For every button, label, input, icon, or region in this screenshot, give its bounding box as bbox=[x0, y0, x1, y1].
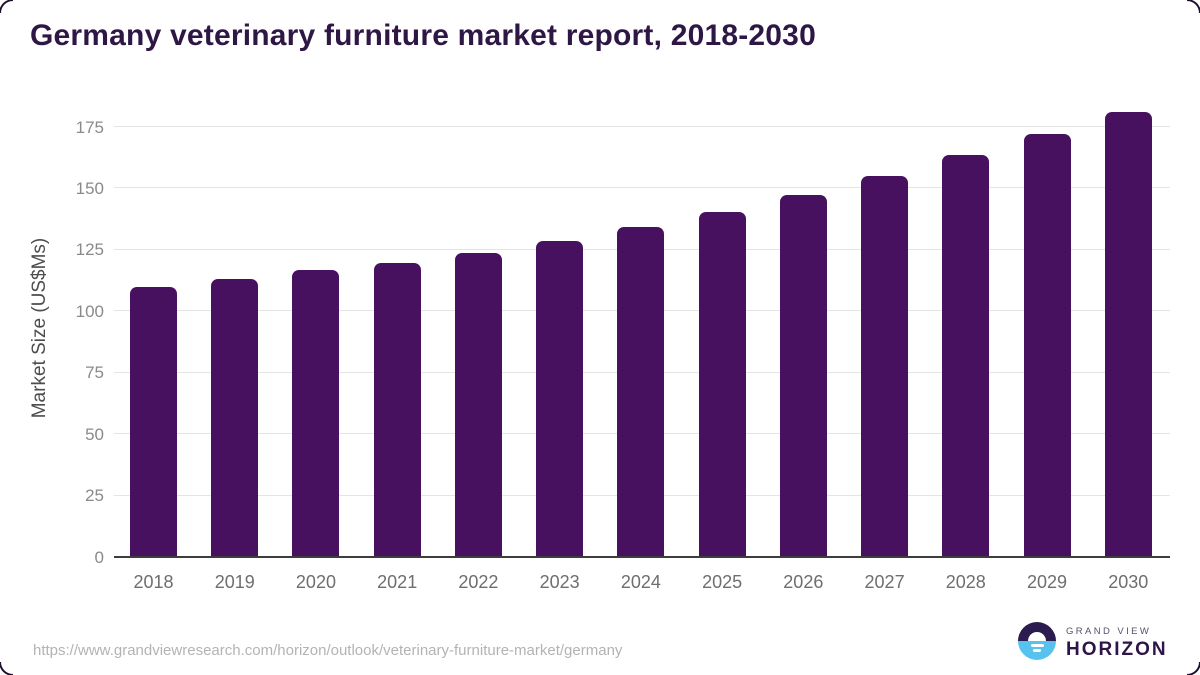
x-tick-label: 2028 bbox=[945, 572, 986, 592]
x-axis-line bbox=[114, 556, 1170, 558]
x-tick-label: 2018 bbox=[133, 572, 174, 592]
x-tick-label: 2030 bbox=[1108, 572, 1149, 592]
bar-2025 bbox=[698, 211, 746, 557]
y-tick-label: 75 bbox=[85, 363, 104, 383]
bar-2030 bbox=[1104, 111, 1152, 557]
y-axis-title: Market Size (US$Ms) bbox=[29, 237, 50, 419]
card-corner-top-right bbox=[1187, 0, 1200, 13]
source-url: https://www.grandviewresearch.com/horizo… bbox=[33, 642, 623, 659]
x-tick-label: 2020 bbox=[295, 572, 336, 592]
y-tick-label: 175 bbox=[75, 117, 104, 137]
x-tick-label: 2021 bbox=[377, 572, 418, 592]
x-tick-label: 2023 bbox=[539, 572, 580, 592]
bar-2027 bbox=[861, 175, 909, 557]
bar-2024 bbox=[617, 227, 665, 557]
y-tick-label: 25 bbox=[85, 486, 104, 506]
x-tick-label: 2029 bbox=[1026, 572, 1068, 592]
y-tick-label: 125 bbox=[75, 240, 104, 260]
bar-chart-plot-area: 2018 2019 2020 2021 2022 2023 2024 2025 2026 2027… bbox=[114, 100, 1170, 592]
logo-product-name: HORIZON bbox=[1066, 639, 1168, 660]
y-tick-label: 50 bbox=[85, 424, 104, 444]
bar-2023 bbox=[536, 241, 584, 557]
logo-brand-name: GRAND VIEW bbox=[1066, 626, 1152, 637]
gridline bbox=[114, 126, 1170, 128]
bar-2021 bbox=[373, 263, 421, 557]
sun-reflection-bar bbox=[1033, 649, 1041, 652]
sun-dome-shape bbox=[1028, 632, 1046, 641]
bar-2022 bbox=[454, 253, 502, 557]
bar-2020 bbox=[292, 269, 340, 557]
gridline bbox=[114, 187, 1170, 189]
card-corner-bottom-right bbox=[1187, 662, 1200, 675]
y-tick-label: 150 bbox=[75, 178, 104, 198]
y-tick-label: 0 bbox=[94, 547, 104, 567]
logo-text: GRAND VIEW HORIZON bbox=[1066, 626, 1168, 661]
horizon-sun-logo-icon bbox=[1018, 622, 1056, 660]
x-tick-label: 2024 bbox=[620, 572, 661, 592]
bar-2026 bbox=[779, 195, 827, 557]
grandview-horizon-logo: GRAND VIEW HORIZON bbox=[1018, 622, 1166, 662]
bar-2029 bbox=[1023, 134, 1071, 557]
x-tick-label: 2022 bbox=[458, 572, 499, 592]
card-corner-bottom-left bbox=[0, 662, 13, 675]
x-tick-label: 2019 bbox=[214, 572, 255, 592]
chart-title: Germany veterinary furniture market repo… bbox=[30, 19, 816, 52]
sun-reflection-bar bbox=[1030, 643, 1044, 647]
bar-2018 bbox=[130, 286, 177, 557]
bar-2028 bbox=[942, 155, 990, 557]
x-tick-label: 2025 bbox=[702, 572, 743, 592]
x-tick-label: 2026 bbox=[783, 572, 824, 592]
bar-2019 bbox=[211, 278, 259, 557]
y-tick-label: 100 bbox=[75, 301, 104, 321]
card-corner-top-left bbox=[0, 0, 13, 13]
x-tick-label: 2027 bbox=[864, 572, 905, 592]
